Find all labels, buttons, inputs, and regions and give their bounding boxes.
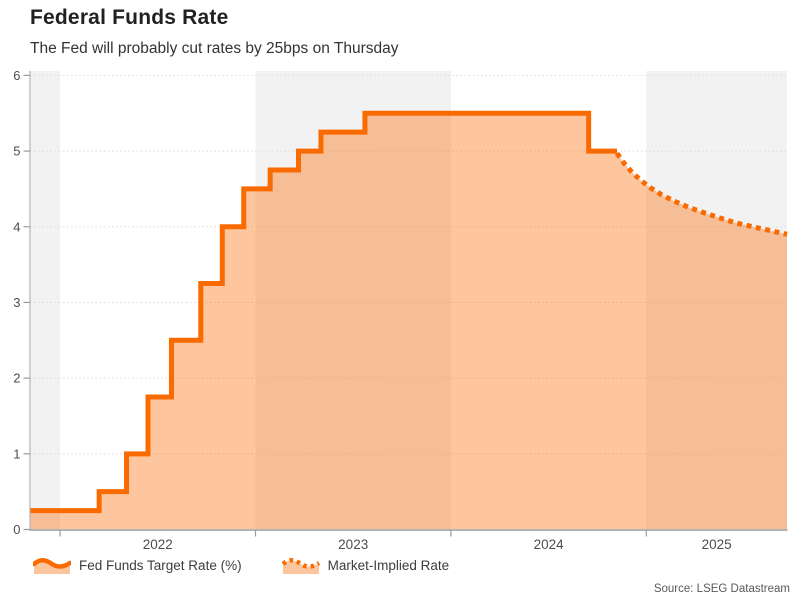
rate-area-fill bbox=[30, 113, 787, 530]
source-attribution: Source: LSEG Datastream bbox=[653, 583, 790, 595]
target-rate-line bbox=[30, 110, 617, 514]
y-tick-label: 3 bbox=[13, 295, 20, 310]
year-shade-band bbox=[255, 71, 451, 530]
x-tick-label: 2022 bbox=[143, 537, 173, 552]
dotted-line-swatch-icon bbox=[281, 556, 320, 574]
solid-line-swatch-icon bbox=[33, 556, 71, 574]
chart-title: Federal Funds Rate bbox=[30, 6, 229, 29]
legend-label-target-rate: Fed Funds Target Rate (%) bbox=[79, 557, 242, 573]
x-tick-label: 2025 bbox=[702, 537, 732, 552]
y-tick-label: 1 bbox=[13, 446, 20, 461]
legend-item-target-rate: Fed Funds Target Rate (%) bbox=[33, 556, 242, 574]
y-tick-label: 6 bbox=[13, 68, 20, 83]
y-tick-label: 2 bbox=[13, 371, 20, 386]
market-implied-line bbox=[614, 151, 788, 237]
y-tick-label: 4 bbox=[13, 219, 20, 234]
year-shade-band bbox=[30, 71, 61, 530]
legend: Fed Funds Target Rate (%) Market-Implied… bbox=[33, 556, 449, 574]
y-tick-label: 0 bbox=[13, 522, 20, 537]
x-tick-label: 2023 bbox=[338, 537, 368, 552]
y-tick-label: 5 bbox=[13, 144, 20, 159]
chart-subtitle: The Fed will probably cut rates by 25bps… bbox=[30, 40, 399, 57]
x-tick-label: 2024 bbox=[534, 537, 565, 552]
legend-item-market-implied: Market-Implied Rate bbox=[281, 556, 450, 574]
legend-label-market-implied: Market-Implied Rate bbox=[327, 557, 450, 573]
